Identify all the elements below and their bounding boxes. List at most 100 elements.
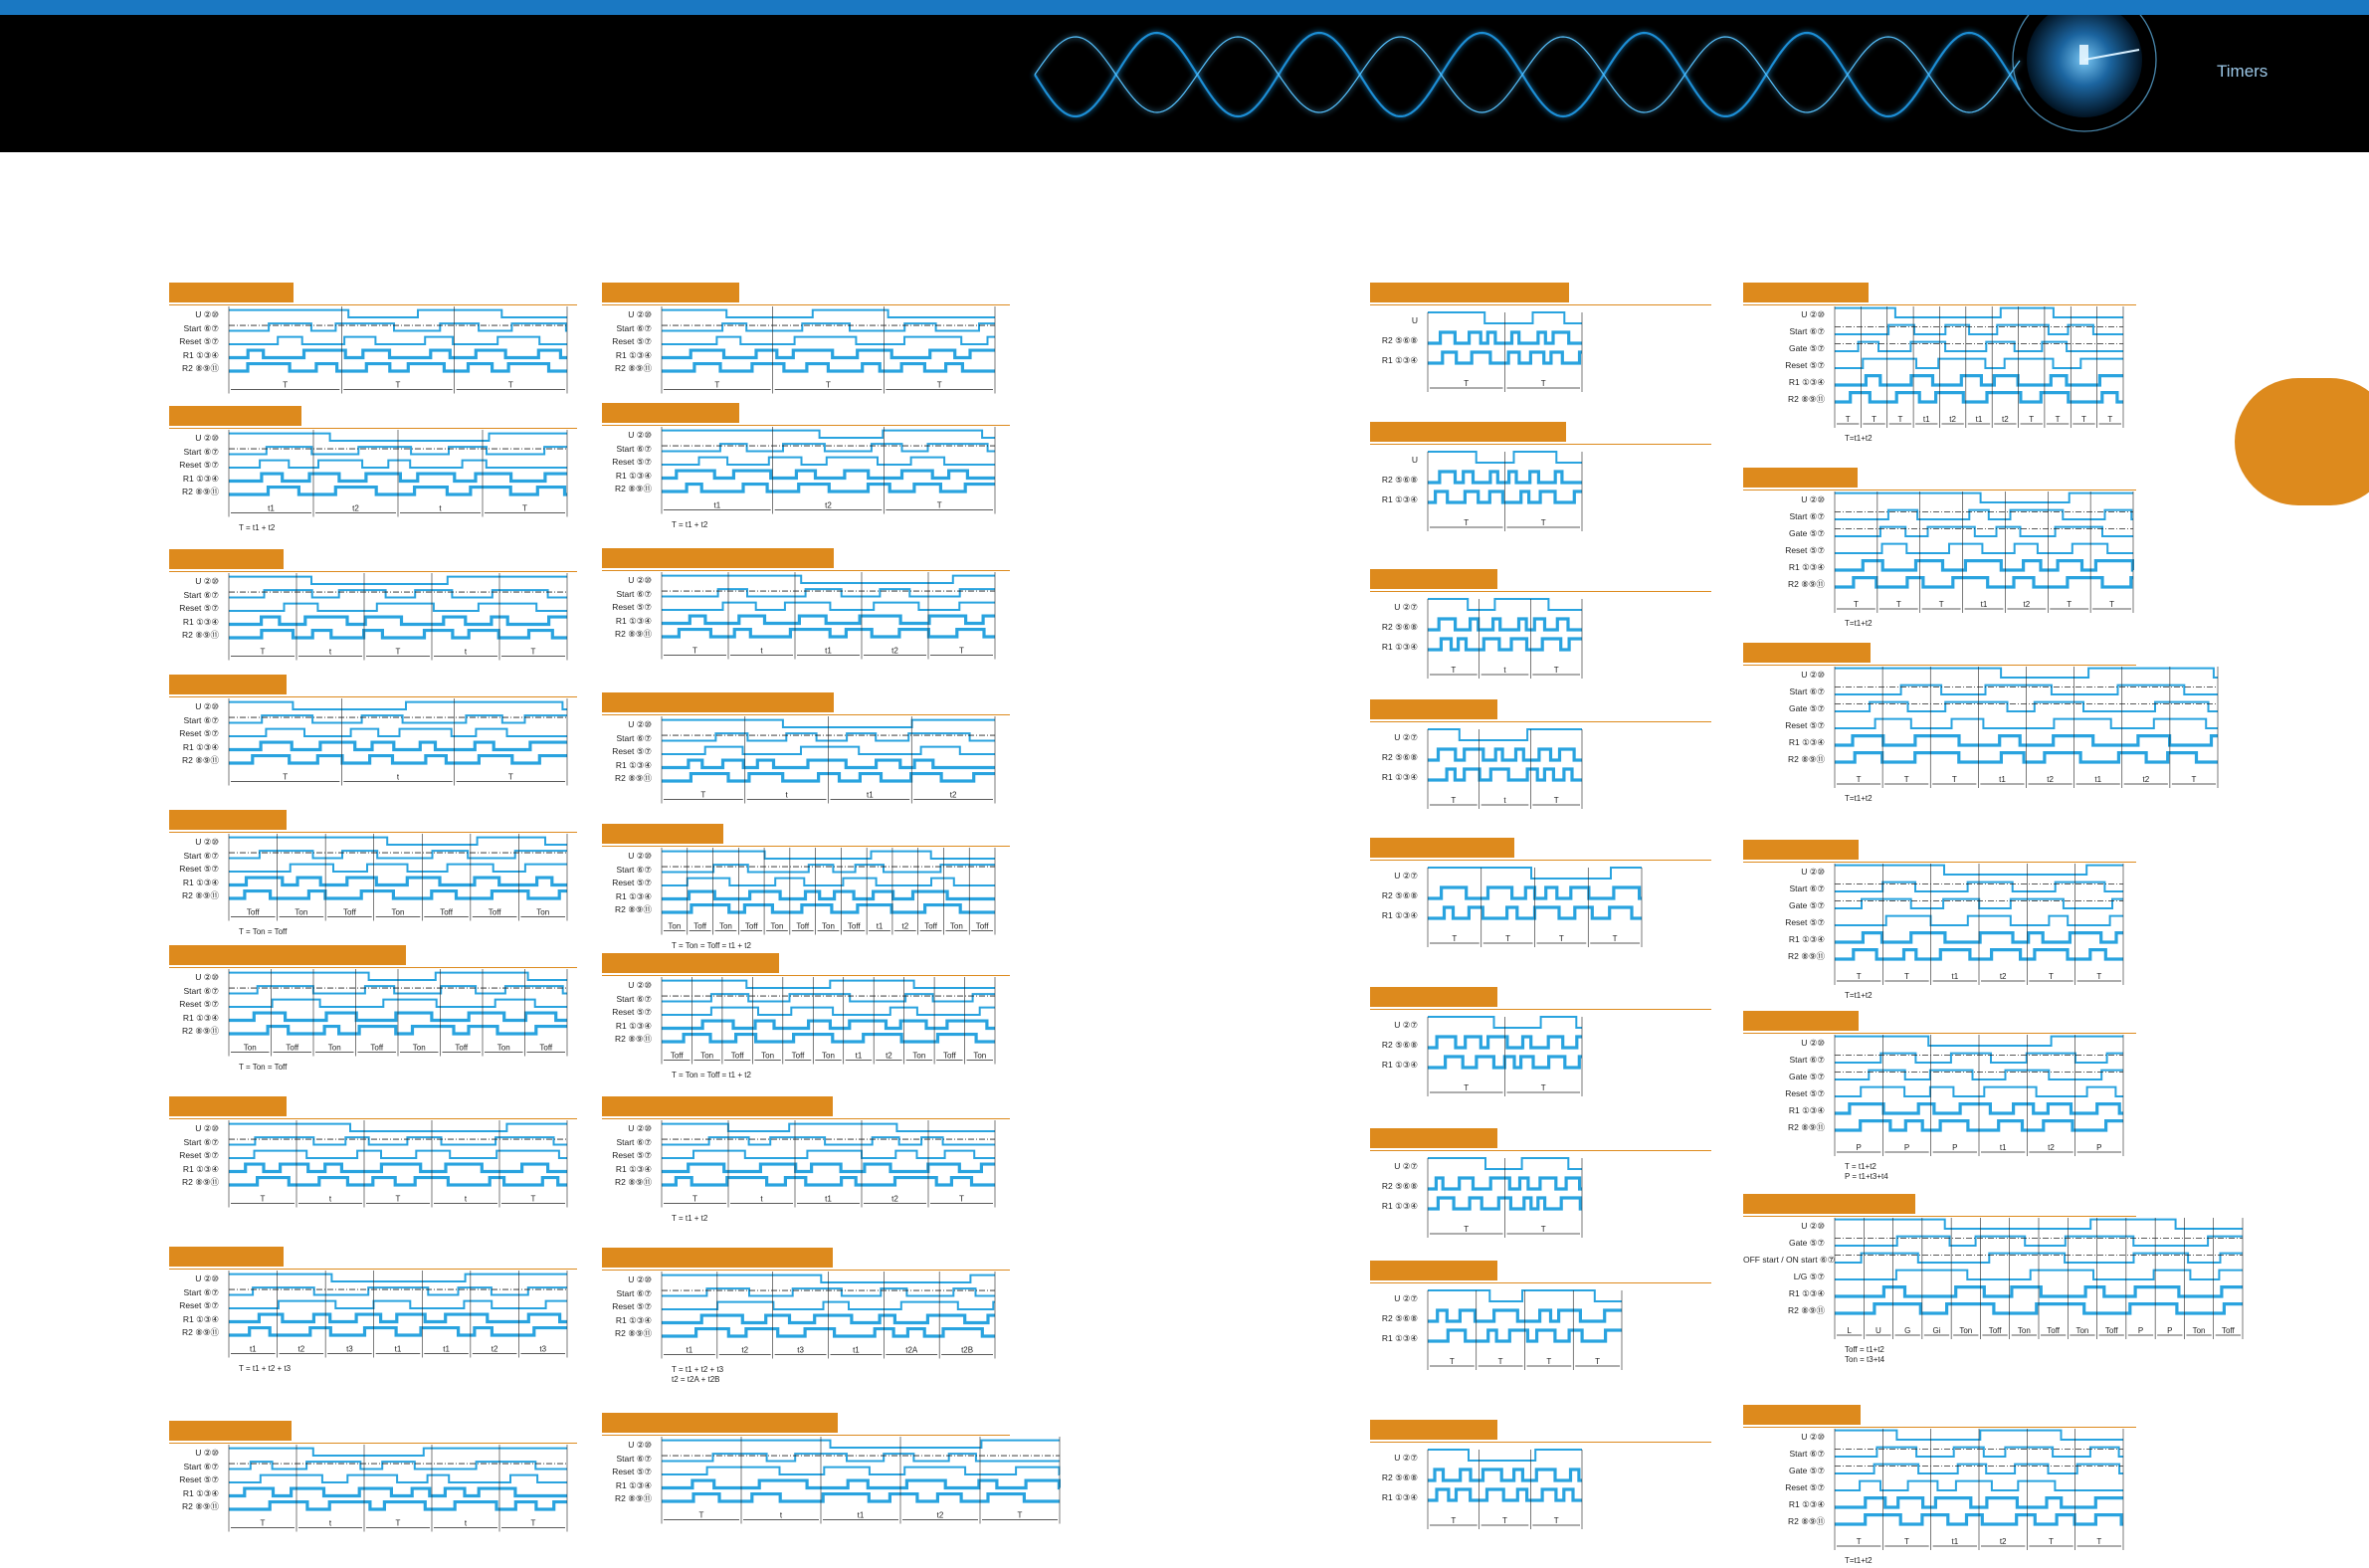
time-label: T: [1541, 518, 1546, 527]
time-label: t2: [298, 1345, 305, 1354]
panel-title-bar: [602, 1096, 833, 1116]
time-label: T: [1904, 775, 1909, 784]
panel-rule: [602, 304, 1010, 305]
signal-label: Reset ⑤⑦: [179, 1300, 219, 1310]
signal-label: Gate ⑤⑦: [1788, 1238, 1825, 1248]
time-label: T: [1451, 796, 1456, 805]
waveform-trace: [662, 482, 995, 493]
waveform-trace: [1835, 491, 2133, 503]
waveform-trace: [229, 1011, 567, 1023]
waveform-trace: [229, 322, 567, 332]
signal-label: R1 ①③④: [1381, 1201, 1418, 1211]
waveform-trace: [229, 1447, 567, 1457]
signal-label: U: [1411, 315, 1418, 325]
signal-label: Reset ⑤⑦: [179, 864, 219, 874]
time-label: t3: [797, 1346, 804, 1355]
time-label: t: [760, 1195, 763, 1204]
panel-rule: [1743, 862, 2136, 863]
time-label: t2: [1949, 415, 1956, 424]
time-label: t1: [1999, 775, 2006, 784]
waveform-trace: [1428, 637, 1582, 652]
timing-waveforms: Toff Ton Toff Ton Toff Toff Ton: [228, 834, 568, 921]
signal-label: U ②⑩: [195, 309, 219, 319]
waveform-trace: [1428, 451, 1582, 464]
panel-title-bar: [1743, 1011, 1859, 1031]
time-label: t: [329, 1195, 332, 1204]
signal-label: Reset ⑤⑦: [179, 603, 219, 613]
time-label: t: [465, 1519, 468, 1528]
waveform-trace: [1428, 490, 1582, 504]
time-label: P: [2138, 1326, 2143, 1335]
panel-rule: [602, 714, 1010, 715]
signal-label: R2 ⑧⑨⑪: [182, 755, 219, 765]
waveform-trace: [662, 588, 995, 598]
time-label: t1: [268, 504, 275, 513]
waveform-trace: [1835, 1479, 2123, 1491]
waveform-trace: [1835, 1446, 2123, 1458]
signal-label: U ②⑩: [628, 575, 652, 585]
waveform-trace: [1835, 1218, 2243, 1230]
panel-title-bar: [169, 406, 301, 426]
time-label: T: [396, 381, 401, 390]
time-label: t: [760, 647, 763, 656]
signal-label: R2 ⑤⑥⑧: [1381, 1313, 1418, 1323]
panel-rule: [1743, 304, 2136, 305]
time-label: t2: [2142, 775, 2149, 784]
time-label: t2: [825, 501, 832, 510]
panel-rule: [1370, 1282, 1711, 1283]
waveform-trace: [1835, 1285, 2243, 1298]
time-label: Ton: [244, 1044, 257, 1053]
time-label: T: [2096, 1537, 2101, 1546]
waveform-trace: [1835, 391, 2123, 404]
signal-label: U ②⑩: [1801, 1221, 1825, 1231]
signal-label: R1 ①③④: [1788, 1499, 1825, 1509]
time-label: T: [283, 381, 288, 390]
waveform-trace: [1835, 1513, 2123, 1526]
clock-icon: [2027, 15, 2142, 117]
waveform-trace: [1835, 508, 2133, 520]
signal-label: Reset ⑤⑦: [612, 457, 652, 467]
time-label: U: [1875, 1326, 1881, 1335]
time-label: Ton: [413, 1044, 426, 1053]
signal-label: U ②⑩: [195, 433, 219, 443]
waveform-trace: [662, 979, 995, 989]
panel-rule: [1370, 860, 1711, 861]
signal-label: Start ⑥⑦: [616, 993, 652, 1004]
time-label: t2: [2047, 775, 2054, 784]
time-label: t2: [2024, 600, 2031, 609]
signal-label: R2 ⑧⑨⑪: [182, 890, 219, 900]
time-label: T: [261, 648, 266, 657]
time-label: T: [1464, 1225, 1469, 1234]
time-label: L: [1847, 1326, 1852, 1335]
signal-label: R2 ⑤⑥⑧: [1381, 1040, 1418, 1050]
signal-label: Gate ⑤⑦: [1788, 1466, 1825, 1475]
time-label: T: [1939, 600, 1944, 609]
signal-label: U ②⑦: [1394, 1020, 1418, 1030]
waveform-trace: [1835, 323, 2123, 335]
time-label: T: [1857, 1537, 1862, 1546]
timing-formula: T = t1+t2: [1845, 1162, 1876, 1171]
time-label: T: [1872, 415, 1876, 424]
panel-title-bar: [602, 403, 739, 423]
time-label: Ton: [973, 1052, 986, 1061]
time-label: Toff: [848, 922, 862, 931]
waveform-trace: [662, 718, 995, 728]
timing-formula: T = t1 + t2: [672, 1213, 708, 1223]
time-label: T: [959, 647, 964, 656]
signal-label: R2 ⑧⑨⑪: [1788, 951, 1825, 961]
time-label: t1: [1923, 415, 1930, 424]
waveform-trace: [229, 714, 567, 724]
waveform-trace: [229, 575, 567, 585]
time-label: P: [2167, 1326, 2172, 1335]
signal-label: R2 ⑧⑨⑪: [615, 1177, 652, 1187]
panel-rule: [1743, 1033, 2136, 1034]
time-label: Toff: [343, 908, 357, 917]
time-label: Toff: [455, 1044, 469, 1053]
waveform-trace: [662, 889, 995, 901]
